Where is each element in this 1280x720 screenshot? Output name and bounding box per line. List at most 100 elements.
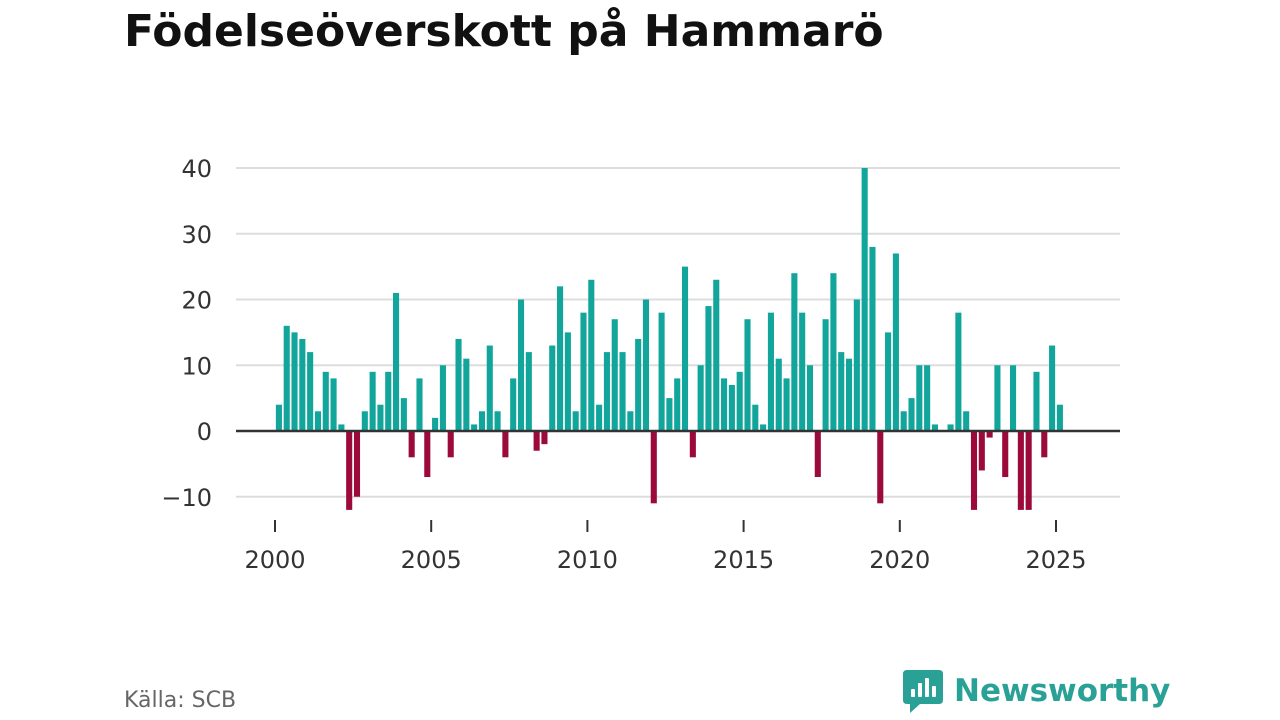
bar-2003-q3 bbox=[385, 371, 392, 431]
bar-2004-q1 bbox=[400, 398, 407, 431]
x-tick-label: 2015 bbox=[713, 546, 774, 574]
bar-2005-q3 bbox=[447, 431, 454, 458]
bar-2009-q2 bbox=[564, 332, 571, 431]
bar-2001-q3 bbox=[322, 371, 329, 431]
bar-2000-q3 bbox=[291, 332, 298, 431]
bar-2017-q4 bbox=[830, 273, 837, 431]
bar-2002-q4 bbox=[361, 411, 368, 431]
bar-2008-q3 bbox=[541, 431, 548, 445]
brand-logo: Newsworthy bbox=[902, 668, 1170, 714]
bar-2005-q2 bbox=[439, 365, 446, 431]
bar-2011-q4 bbox=[642, 299, 650, 431]
y-axis-labels: −10 0 10 20 30 40 bbox=[161, 155, 212, 512]
bar-2016-q4 bbox=[799, 312, 806, 431]
bar-2015-q1 bbox=[744, 319, 751, 431]
bar-2001-q1 bbox=[307, 352, 314, 431]
y-tick-label: −10 bbox=[161, 484, 212, 512]
bar-2007-q1 bbox=[494, 411, 501, 431]
bar-2021-q3 bbox=[947, 424, 954, 431]
bars bbox=[275, 168, 1063, 510]
bar-2007-q3 bbox=[510, 378, 517, 431]
bar-2013-q1 bbox=[681, 266, 689, 431]
bar-2020-q2 bbox=[908, 398, 915, 431]
bar-2013-q3 bbox=[697, 365, 704, 431]
bar-2014-q1 bbox=[713, 279, 720, 431]
bar-2003-q2 bbox=[377, 404, 384, 431]
x-tick-label: 2010 bbox=[557, 546, 618, 574]
bar-2012-q4 bbox=[674, 378, 681, 431]
bar-2020-q4 bbox=[924, 365, 931, 431]
bar-2000-q2 bbox=[283, 325, 290, 431]
bar-2016-q1 bbox=[775, 358, 782, 431]
bar-2014-q3 bbox=[728, 384, 735, 431]
bar-2025-q1 bbox=[1056, 404, 1063, 431]
bar-2003-q4 bbox=[393, 292, 400, 431]
bar-2006-q2 bbox=[471, 424, 478, 431]
y-tick-label: 20 bbox=[181, 287, 212, 315]
bar-2021-q4 bbox=[955, 312, 962, 431]
bar-2008-q4 bbox=[549, 345, 556, 431]
bar-2023-q2 bbox=[1002, 431, 1009, 478]
newsworthy-logo-icon bbox=[903, 670, 943, 713]
bar-2002-q3 bbox=[353, 431, 361, 497]
bar-2014-q2 bbox=[721, 378, 728, 431]
bar-2010-q2 bbox=[596, 404, 603, 431]
bar-2022-q1 bbox=[963, 411, 970, 431]
bar-2023-q1 bbox=[994, 365, 1001, 431]
bar-2011-q3 bbox=[635, 338, 642, 431]
x-tick-label: 2025 bbox=[1025, 546, 1086, 574]
bar-2010-q1 bbox=[588, 279, 595, 431]
bar-2024-q3 bbox=[1041, 431, 1048, 458]
bar-2019-q2 bbox=[877, 431, 884, 504]
bar-2006-q3 bbox=[478, 411, 486, 431]
bar-2013-q4 bbox=[705, 306, 712, 431]
bar-2022-q4 bbox=[986, 431, 993, 438]
bar-2020-q3 bbox=[916, 365, 923, 431]
bar-2015-q3 bbox=[760, 424, 767, 431]
bar-2023-q4 bbox=[1017, 431, 1024, 510]
bar-2002-q2 bbox=[346, 431, 353, 510]
y-tick-label: 30 bbox=[181, 221, 212, 249]
bar-2004-q4 bbox=[424, 431, 431, 478]
bar-2024-q1 bbox=[1025, 431, 1032, 510]
bar-2019-q4 bbox=[892, 253, 899, 431]
bar-2002-q1 bbox=[338, 424, 345, 431]
bar-2007-q2 bbox=[502, 431, 509, 458]
chart-title: Födelseöverskott på Hammarö bbox=[124, 6, 884, 57]
x-tick-label: 2000 bbox=[244, 546, 305, 574]
bar-2013-q2 bbox=[689, 431, 696, 458]
x-tick-label: 2005 bbox=[401, 546, 462, 574]
y-tick-label: 10 bbox=[181, 352, 212, 380]
source-label: Källa: SCB bbox=[124, 688, 237, 713]
bar-2003-q1 bbox=[369, 371, 376, 431]
x-tick-label: 2020 bbox=[869, 546, 930, 574]
bar-2010-q3 bbox=[603, 352, 610, 431]
bar-2016-q2 bbox=[783, 378, 790, 431]
bar-2016-q3 bbox=[791, 273, 798, 431]
bar-2009-q4 bbox=[580, 312, 587, 431]
bar-2001-q4 bbox=[330, 378, 337, 431]
bar-2009-q3 bbox=[572, 411, 579, 431]
bar-2006-q4 bbox=[486, 345, 493, 431]
bar-2017-q3 bbox=[822, 319, 829, 431]
bar-2021-q1 bbox=[931, 424, 938, 431]
bar-2015-q2 bbox=[752, 404, 759, 431]
bar-2004-q3 bbox=[416, 378, 423, 431]
bar-2023-q3 bbox=[1009, 365, 1017, 431]
bar-2012-q2 bbox=[658, 312, 665, 431]
bar-2010-q4 bbox=[611, 319, 618, 431]
bar-2012-q3 bbox=[666, 398, 673, 431]
bar-2000-q1 bbox=[275, 404, 282, 431]
bar-2017-q2 bbox=[814, 431, 821, 478]
grid-lines bbox=[236, 167, 1120, 498]
bar-2019-q3 bbox=[885, 332, 892, 431]
y-tick-label: 40 bbox=[181, 155, 212, 183]
bar-2011-q1 bbox=[619, 352, 626, 431]
bar-2004-q2 bbox=[408, 431, 415, 458]
bar-2018-q4 bbox=[861, 168, 868, 431]
bar-2020-q1 bbox=[900, 411, 907, 431]
bar-2022-q2 bbox=[970, 431, 978, 510]
bar-2024-q2 bbox=[1033, 371, 1040, 431]
bar-2024-q4 bbox=[1049, 345, 1056, 431]
